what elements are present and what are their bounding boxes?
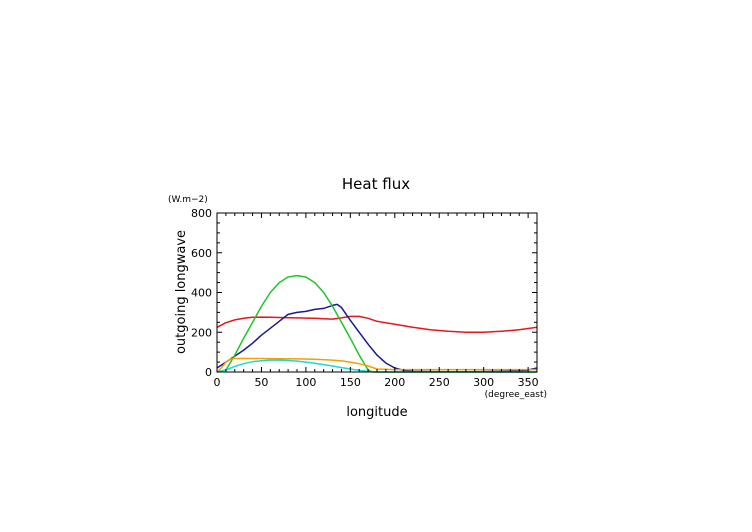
y-tick-label: 200 (191, 326, 212, 339)
y-tick-label: 0 (205, 366, 212, 379)
x-unit-label: (degree_east) (485, 390, 547, 400)
x-axis-title: longitude (346, 405, 407, 420)
series-line-2 (216, 303, 538, 373)
y-tick-label: 400 (191, 287, 212, 300)
series-line-1 (216, 315, 538, 334)
series-layer (216, 274, 538, 373)
x-tick-label: 300 (473, 376, 494, 389)
y-axis-title: outgoing longwave (174, 230, 189, 354)
x-tick-label: 350 (518, 376, 539, 389)
x-tick-label: 0 (214, 376, 221, 389)
x-tick-label: 200 (384, 376, 405, 389)
x-tick-label: 50 (254, 376, 268, 389)
ticks-layer: 0 50 100 150 200 250 300 350 0 200 400 600 800 (191, 207, 539, 389)
x-tick-label: 100 (295, 376, 316, 389)
x-tick-label: 250 (429, 376, 450, 389)
y-tick-label: 600 (191, 247, 212, 260)
series-line-4 (216, 357, 537, 373)
x-tick-label: 150 (340, 376, 361, 389)
plot-frame (216, 212, 538, 373)
series-line-3 (216, 274, 537, 373)
chart-title: Heat flux (342, 175, 410, 193)
y-tick-label: 800 (191, 207, 212, 220)
y-unit-label: (W.m−2) (168, 195, 208, 205)
